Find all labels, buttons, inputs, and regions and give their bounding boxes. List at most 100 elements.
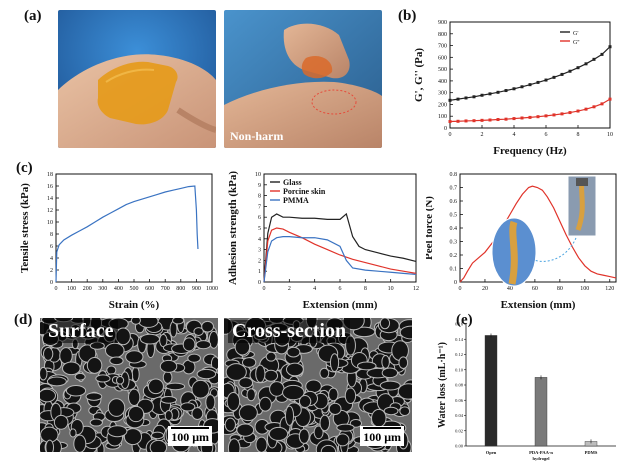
sem-pore (187, 353, 201, 363)
sem-pore (40, 388, 56, 403)
y-tick-label: 0.4 (450, 226, 458, 232)
sem-pore (285, 362, 304, 377)
y-tick-label: 4 (258, 237, 261, 243)
sem-pore (73, 434, 87, 452)
sem-scale-bar-2: 100 μm (360, 426, 404, 446)
y-tick-label: 8 (258, 194, 261, 200)
data-point (496, 118, 500, 122)
y-axis-label: Water loss (mL·h⁻¹) (437, 342, 448, 428)
sem-pore (236, 423, 255, 437)
x-tick-label: 4 (513, 132, 516, 138)
y-tick-label: 0.08 (455, 383, 464, 388)
y-axis-label: Tensile stress (kPa) (20, 183, 31, 273)
chart-tensile: 0 100 200 300 400 500 600 700 800 900 1000 0 2 4 6 8 10 1… (20, 172, 218, 311)
data-point (480, 118, 484, 122)
sem-pore (138, 318, 159, 328)
y-tick-label: 0 (454, 280, 457, 286)
y-tick-label: 0 (258, 280, 261, 286)
sem-pore (269, 381, 285, 397)
y-tick-label: 0.00 (455, 444, 464, 449)
sem-pore (224, 417, 236, 432)
data-point (544, 78, 548, 82)
x-tick-label: 6 (545, 132, 548, 138)
panel-d-label: (d) (14, 312, 33, 328)
x-tick-label: 0 (459, 286, 462, 292)
category-label: PDA-PAA-n (529, 450, 553, 455)
x-tick-label: 0 (449, 132, 452, 138)
sem-pore (149, 439, 168, 452)
x-tick-label: 6 (339, 286, 342, 292)
sem-pore (59, 347, 73, 365)
sem-pore (399, 325, 412, 340)
y-tick-label: 10 (47, 220, 53, 226)
sem-pore (191, 407, 204, 420)
data-point (560, 72, 564, 76)
sem-pore (371, 408, 387, 428)
sem-pore (379, 380, 401, 391)
data-point (552, 75, 556, 79)
sem-surface-image: Surface 100 μm (40, 318, 218, 452)
sem-pore (381, 355, 390, 369)
sem-pore (255, 436, 268, 452)
y-axis-label: Peel force (N) (426, 196, 435, 260)
y-axis-label: Adhesion strength (kPa) (227, 171, 239, 285)
sem-pore (53, 414, 69, 430)
sem-pore (242, 357, 257, 368)
series-line-porcine-skin (263, 227, 417, 283)
series-line-glass (263, 212, 417, 283)
y-tick-label: 5 (258, 226, 261, 232)
sem-pore (344, 387, 357, 405)
data-point (536, 80, 540, 84)
y-tick-label: 14 (47, 196, 53, 202)
scale-bar-line-1 (171, 427, 209, 429)
sem-pore (116, 376, 125, 385)
y-tick-label: 2 (50, 268, 53, 274)
sem-pore (193, 327, 204, 336)
y-tick-label: 0.14 (455, 337, 464, 342)
non-harm-caption: Non-harm (230, 129, 284, 143)
data-point (520, 116, 524, 120)
sem-pore (125, 350, 144, 364)
data-point (600, 52, 604, 56)
sem-pore (268, 426, 289, 441)
sem-pore (258, 396, 272, 412)
legend-entry: PMMA (283, 196, 309, 205)
y-tick-label: 300 (438, 91, 447, 97)
sem-pore (357, 361, 377, 371)
sem-pore (46, 376, 67, 387)
y-tick-label: 800 (438, 32, 447, 38)
sem-pore (62, 361, 81, 376)
x-axis-label: Frequency (Hz) (493, 145, 567, 157)
sem-pore (74, 372, 86, 381)
data-point (504, 89, 508, 93)
sem-pore (298, 428, 310, 444)
y-tick-label: 0.1 (450, 267, 458, 273)
data-point (512, 87, 516, 91)
y-tick-label: 18 (47, 172, 53, 178)
sem-pore (115, 327, 131, 346)
data-point (472, 119, 476, 123)
sem-pore (65, 384, 87, 397)
sem-pore (205, 394, 216, 411)
x-tick-label: 200 (83, 286, 92, 292)
scale-bar-line-2 (363, 427, 401, 429)
bar-pda-paa-n-hydrogel (534, 377, 548, 447)
sem-pore (238, 404, 258, 422)
data-point (512, 117, 516, 121)
sem-pore (172, 318, 185, 325)
chart-water-loss: 0.00 0.02 0.04 0.06 0.08 0.10 0.12 0.14 0.16 Open… (437, 322, 616, 461)
x-tick-label: 100 (580, 286, 589, 292)
x-axis-label: Extension (mm) (501, 299, 576, 311)
x-tick-label: 300 (98, 286, 107, 292)
y-axis-label: G', G'' (Pa) (413, 48, 425, 102)
data-point (600, 102, 604, 106)
sem-pore (182, 337, 196, 352)
sem-pore (349, 418, 363, 428)
sem-pore (160, 396, 177, 404)
legend-entry: G'' (573, 40, 580, 46)
y-tick-label: 16 (47, 184, 53, 190)
sem-pore (123, 428, 143, 446)
x-tick-label: 10 (607, 132, 613, 138)
y-tick-label: 400 (438, 79, 447, 85)
